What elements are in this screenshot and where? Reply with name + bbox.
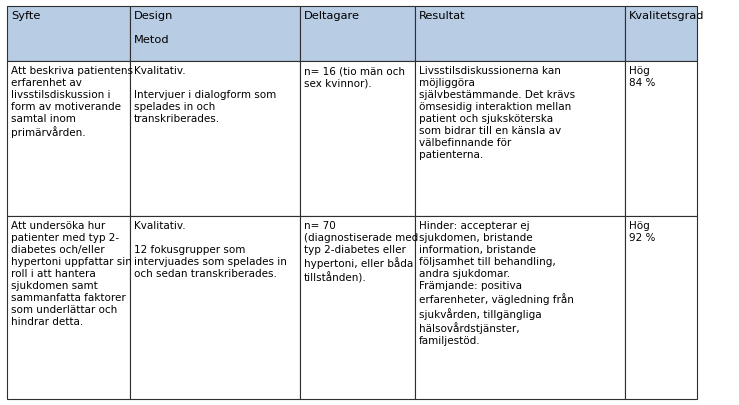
- Bar: [7, 7, 130, 62]
- Text: Kvalitativ.

12 fokusgrupper som
intervjuades som spelades in
och sedan transkri: Kvalitativ. 12 fokusgrupper som intervju…: [134, 220, 287, 278]
- Bar: [130, 62, 300, 216]
- Bar: [415, 62, 625, 216]
- Bar: [415, 7, 625, 62]
- Text: n= 70
(diagnostiserade med
typ 2-diabetes eller
hypertoni, eller båda
tillstånde: n= 70 (diagnostiserade med typ 2-diabete…: [304, 220, 418, 282]
- Text: Syfte: Syfte: [11, 11, 41, 21]
- Bar: [300, 216, 415, 399]
- Text: Kvalitetsgrad: Kvalitetsgrad: [629, 11, 704, 21]
- Bar: [300, 7, 415, 62]
- Text: Resultat: Resultat: [419, 11, 466, 21]
- Text: Design

Metod: Design Metod: [134, 11, 174, 45]
- Text: Att undersöka hur
patienter med typ 2-
diabetes och/eller
hypertoni uppfattar si: Att undersöka hur patienter med typ 2- d…: [11, 220, 132, 326]
- Text: Hinder: accepterar ej
sjukdomen, bristande
information, bristande
följsamhet til: Hinder: accepterar ej sjukdomen, bristan…: [419, 220, 574, 345]
- Text: Kvalitativ.

Intervjuer i dialogform som
spelades in och
transkriberades.: Kvalitativ. Intervjuer i dialogform som …: [134, 66, 276, 124]
- Bar: [625, 216, 697, 399]
- Text: Hög
84 %: Hög 84 %: [629, 66, 655, 88]
- Text: Att beskriva patientens
erfarenhet av
livsstilsdiskussion i
form av motiverande
: Att beskriva patientens erfarenhet av li…: [11, 66, 133, 138]
- Bar: [625, 62, 697, 216]
- Bar: [7, 216, 130, 399]
- Bar: [7, 62, 130, 216]
- Bar: [300, 62, 415, 216]
- Text: Livsstilsdiskussionerna kan
möjliggöra
självbestämmande. Det krävs
ömsesidig int: Livsstilsdiskussionerna kan möjliggöra s…: [419, 66, 575, 160]
- Text: n= 16 (tio män och
sex kvinnor).: n= 16 (tio män och sex kvinnor).: [304, 66, 405, 88]
- Bar: [130, 7, 300, 62]
- Text: Hög
92 %: Hög 92 %: [629, 220, 655, 243]
- Bar: [625, 7, 697, 62]
- Bar: [415, 216, 625, 399]
- Bar: [130, 216, 300, 399]
- Text: Deltagare: Deltagare: [304, 11, 360, 21]
